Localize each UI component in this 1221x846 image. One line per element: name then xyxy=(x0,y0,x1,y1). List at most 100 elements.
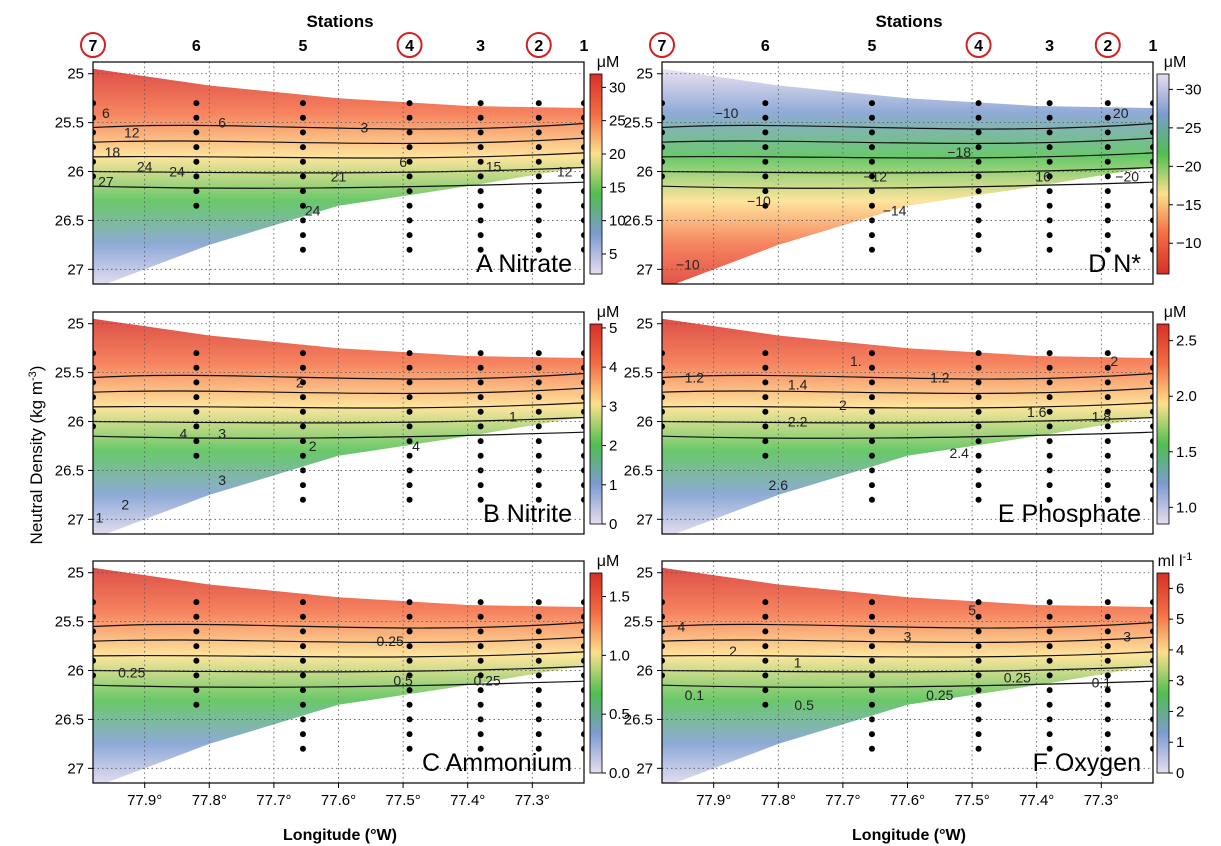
plot-frame xyxy=(92,311,585,535)
sample-dot xyxy=(1046,599,1053,606)
sample-dot xyxy=(662,628,665,635)
x-tick-label: 77.9° xyxy=(696,792,731,809)
sample-dot xyxy=(1046,129,1053,136)
sample-dot xyxy=(581,438,584,445)
sample-dot xyxy=(1104,496,1111,503)
sample-dot xyxy=(477,482,484,489)
sample-dot xyxy=(1046,687,1053,694)
sample-dot xyxy=(975,246,982,253)
y-tick-label: 26 xyxy=(67,414,84,431)
panel-b: 2 4 3 2 1 4 3 2 1 25 25.5 26 26.5 27 B Nitrite 0 1 2 3 4 5μM xyxy=(55,304,619,535)
sample-dot xyxy=(581,158,584,165)
colorbar-tick-label: −15 xyxy=(1176,197,1201,214)
y-tick-label: 26.5 xyxy=(55,462,84,479)
sample-dot xyxy=(1104,129,1111,136)
sample-dot xyxy=(868,246,875,253)
sample-dot xyxy=(299,452,306,459)
sample-dot xyxy=(1104,701,1111,708)
sample-dot xyxy=(1150,188,1153,195)
sample-dot xyxy=(762,350,769,357)
sample-dot xyxy=(1150,394,1153,401)
sample-dot xyxy=(535,672,542,679)
sample-dot xyxy=(535,687,542,694)
sample-dot xyxy=(1104,423,1111,430)
plot-frame xyxy=(92,61,585,285)
station-label: 4 xyxy=(405,38,414,55)
sample-dot xyxy=(662,100,665,107)
sample-dot xyxy=(581,467,584,474)
contour-line xyxy=(662,402,1153,409)
sample-dot xyxy=(535,114,542,121)
sample-dot xyxy=(662,158,665,165)
sample-dot xyxy=(406,452,413,459)
colorbar-tick-label: 1 xyxy=(1176,734,1184,751)
station-label: 2 xyxy=(534,38,543,55)
sample-dot xyxy=(406,232,413,239)
sample-dot xyxy=(193,423,200,430)
sample-dot xyxy=(868,452,875,459)
sample-dot xyxy=(581,423,584,430)
sample-dot xyxy=(1104,144,1111,151)
contour-line xyxy=(662,665,1153,673)
station-label: 3 xyxy=(1045,38,1054,55)
sample-dot xyxy=(299,672,306,679)
sample-dot xyxy=(477,628,484,635)
sample-dot xyxy=(762,423,769,430)
sample-dot xyxy=(299,423,306,430)
sample-dot xyxy=(406,158,413,165)
sample-dot xyxy=(762,628,769,635)
y-axis-label: Neutral Density (kg m-3) xyxy=(27,366,46,545)
sample-dot xyxy=(477,496,484,503)
sample-dot xyxy=(581,217,584,224)
sample-dot xyxy=(975,129,982,136)
sample-dot xyxy=(975,452,982,459)
sample-dot xyxy=(975,114,982,121)
sample-dot xyxy=(193,657,200,664)
plot-frame xyxy=(661,61,1154,285)
contour-line xyxy=(662,387,1153,395)
y-tick-label: 26 xyxy=(636,414,653,431)
colorbar-tick-label: 3 xyxy=(1176,673,1184,690)
panel-title: B Nitrite xyxy=(483,500,572,528)
panel-title: A Nitrate xyxy=(476,250,572,278)
panel-title: D N* xyxy=(1088,250,1141,278)
colorbar-unit: ml l-1 xyxy=(1158,551,1193,570)
sample-dot xyxy=(1104,628,1111,635)
sample-dot xyxy=(477,745,484,752)
sample-dot xyxy=(581,246,584,253)
station-label: 2 xyxy=(1103,38,1112,55)
x-axis-label-right: Longitude (°W) xyxy=(852,827,966,844)
sample-dot xyxy=(535,188,542,195)
contour-label: 6 xyxy=(102,105,110,121)
contour-label: 1.2 xyxy=(685,370,705,386)
x-tick-label: 77.4° xyxy=(1019,792,1054,809)
sample-dot xyxy=(1104,394,1111,401)
sample-dot xyxy=(1150,731,1153,738)
sample-dot xyxy=(477,379,484,386)
sample-dot xyxy=(975,731,982,738)
sample-dot xyxy=(1104,613,1111,620)
sample-dot xyxy=(662,599,665,606)
sample-dot xyxy=(299,716,306,723)
contour-label: 3 xyxy=(904,628,912,644)
colorbar-tick-label: 2.0 xyxy=(1176,388,1197,405)
y-tick-label: 27 xyxy=(636,261,653,278)
panel-title: E Phosphate xyxy=(998,500,1141,528)
y-tick-label: 26 xyxy=(636,663,653,680)
sample-dot xyxy=(406,745,413,752)
sample-dot xyxy=(581,173,584,180)
sample-dot xyxy=(1150,100,1153,107)
y-tick-label: 26 xyxy=(636,164,653,181)
station-circle xyxy=(649,32,675,58)
sample-dot xyxy=(477,423,484,430)
sample-dot xyxy=(406,438,413,445)
sample-dot xyxy=(762,188,769,195)
station-label: 7 xyxy=(658,38,667,55)
sample-dot xyxy=(1104,643,1111,650)
contour-line xyxy=(662,431,1153,439)
colorbar-tick-label: 0.5 xyxy=(609,706,630,723)
sample-dot xyxy=(975,202,982,209)
sample-dot xyxy=(193,158,200,165)
sample-dot xyxy=(662,613,665,620)
sample-dot xyxy=(477,438,484,445)
